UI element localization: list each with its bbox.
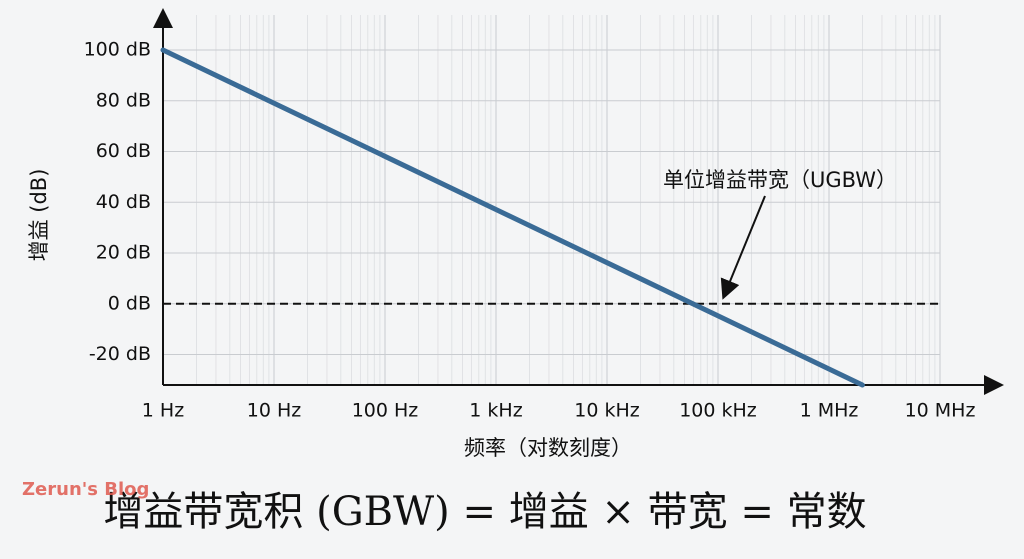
- x-tick-label: 1 Hz: [142, 400, 184, 422]
- x-tick-label: 1 kHz: [469, 400, 522, 422]
- watermark: Zerun's Blog: [22, 479, 149, 500]
- y-tick-label: 20 dB: [96, 242, 151, 264]
- y-tick-label: -20 dB: [89, 343, 151, 365]
- y-tick-label: 60 dB: [96, 140, 151, 162]
- x-tick-label: 10 kHz: [574, 400, 640, 422]
- x-tick-label: 10 MHz: [905, 400, 976, 422]
- x-tick-label: 100 kHz: [679, 400, 757, 422]
- gain-line: [160, 47, 865, 388]
- annotation-arrow: [720, 195, 766, 300]
- x-axis-title: 频率（对数刻度）: [464, 436, 632, 460]
- y-tick-label: 80 dB: [96, 89, 151, 111]
- y-tick-label: 40 dB: [96, 191, 151, 213]
- caption: 增益带宽积 (GBW) = 增益 × 带宽 = 常数: [103, 489, 866, 535]
- grid: [162, 15, 941, 385]
- annotation: 单位增益带宽（UGBW）: [663, 168, 897, 192]
- x-tick-label: 10 Hz: [247, 400, 302, 422]
- y-tick-label: 0 dB: [108, 292, 151, 314]
- x-tick-label: 1 MHz: [800, 400, 859, 422]
- y-axis-title: 增益 (dB): [27, 169, 51, 262]
- x-tick-label: 100 Hz: [352, 400, 419, 422]
- y-tick-label: 100 dB: [84, 39, 151, 61]
